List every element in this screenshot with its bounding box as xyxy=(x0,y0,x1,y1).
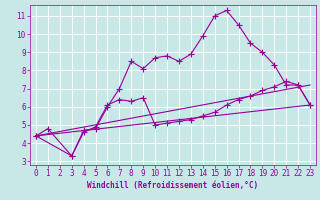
X-axis label: Windchill (Refroidissement éolien,°C): Windchill (Refroidissement éolien,°C) xyxy=(87,181,259,190)
